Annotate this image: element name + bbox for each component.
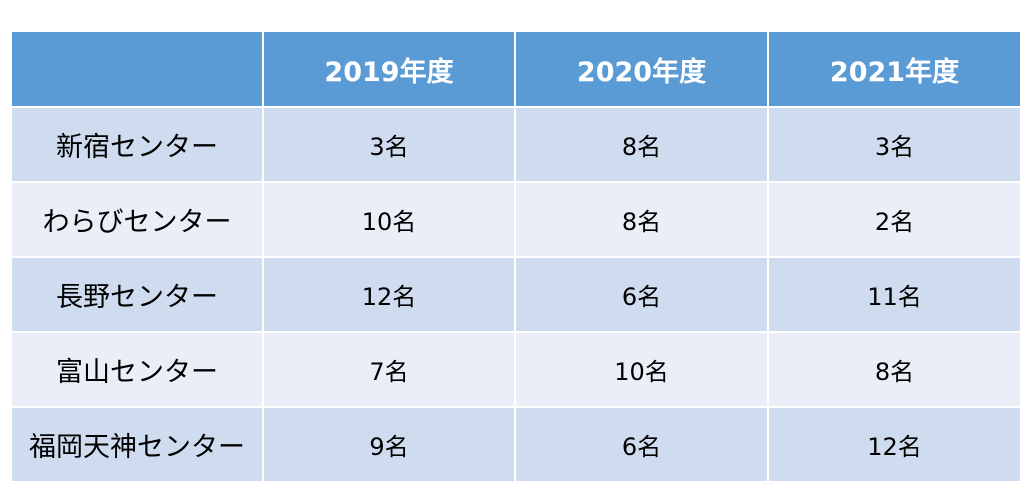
table-cell: 10名: [514, 331, 769, 408]
table-cell: 12名: [262, 256, 516, 333]
table-cell: 7名: [262, 331, 516, 408]
table-row: わらびセンター 10名 8名 2名: [10, 181, 1022, 258]
header-2019: 2019年度: [262, 30, 516, 108]
row-label: わらびセンター: [10, 181, 264, 258]
table-cell: 2名: [767, 181, 1022, 258]
table-cell: 8名: [767, 331, 1022, 408]
table-container: 2019年度 2020年度 2021年度 新宿センター 3名 8名 3名 わらび…: [10, 30, 1022, 483]
header-2020: 2020年度: [514, 30, 769, 108]
table-row: 新宿センター 3名 8名 3名: [10, 106, 1022, 183]
table-cell: 6名: [514, 406, 769, 483]
row-label: 新宿センター: [10, 106, 264, 183]
table-cell: 3名: [262, 106, 516, 183]
table-cell: 8名: [514, 106, 769, 183]
header-corner-cell: [10, 30, 264, 108]
header-2021: 2021年度: [767, 30, 1022, 108]
table-cell: 11名: [767, 256, 1022, 333]
table-cell: 3名: [767, 106, 1022, 183]
table-cell: 9名: [262, 406, 516, 483]
header-row: 2019年度 2020年度 2021年度: [10, 30, 1022, 108]
table-cell: 12名: [767, 406, 1022, 483]
row-label: 富山センター: [10, 331, 264, 408]
table-row: 福岡天神センター 9名 6名 12名: [10, 406, 1022, 483]
row-label: 福岡天神センター: [10, 406, 264, 483]
table-cell: 6名: [514, 256, 769, 333]
table-row: 長野センター 12名 6名 11名: [10, 256, 1022, 333]
table-cell: 8名: [514, 181, 769, 258]
table-row: 富山センター 7名 10名 8名: [10, 331, 1022, 408]
table-cell: 10名: [262, 181, 516, 258]
row-label: 長野センター: [10, 256, 264, 333]
center-count-table: 2019年度 2020年度 2021年度 新宿センター 3名 8名 3名 わらび…: [10, 30, 1022, 483]
